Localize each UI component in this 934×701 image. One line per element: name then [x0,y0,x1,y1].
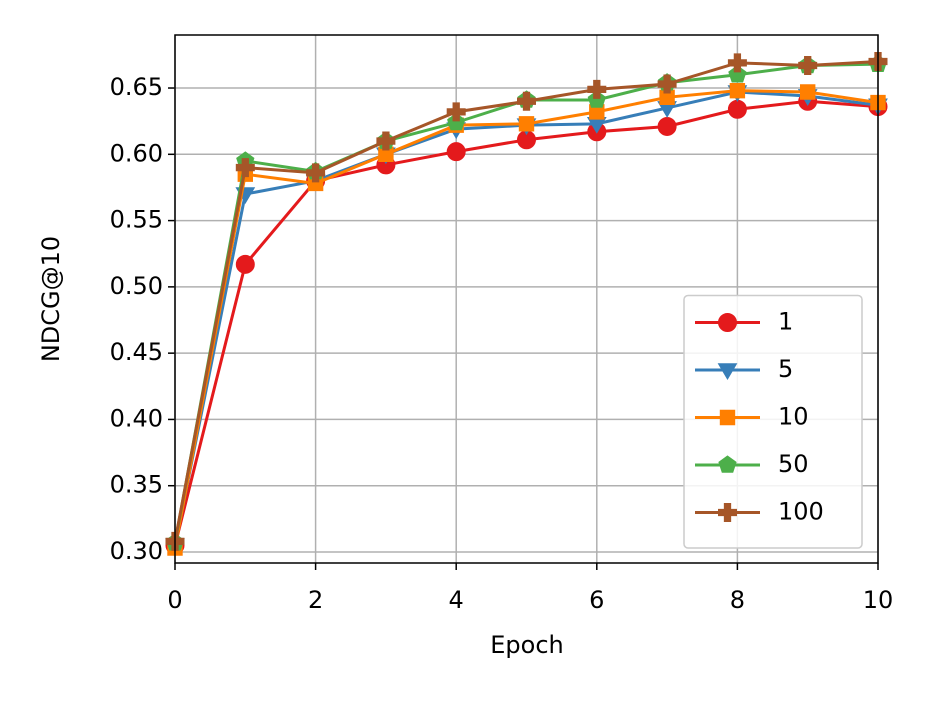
x-tick-label: 6 [589,586,604,614]
legend-marker [717,363,738,380]
legend-marker [718,503,737,522]
legend-marker [718,455,737,473]
marker [727,53,747,73]
marker [798,55,818,75]
y-tick-label: 0.45 [110,338,163,366]
x-axis-label: Epoch [490,631,564,659]
x-tick-label: 8 [730,586,745,614]
legend-label: 1 [778,308,793,336]
marker [446,142,466,162]
y-tick-label: 0.60 [110,139,163,167]
y-tick-label: 0.30 [110,537,163,565]
legend-label: 50 [778,450,809,478]
marker [447,112,466,131]
x-tick-label: 2 [308,586,323,614]
x-tick-label: 0 [167,586,182,614]
marker [727,99,747,119]
axes-frame [174,34,879,564]
marker [376,131,396,151]
legend-label: 5 [778,355,793,383]
marker [235,254,255,274]
marker [235,158,255,178]
marker [446,102,466,122]
y-axis-label: NDCG@10 [37,236,65,362]
y-tick-label: 0.50 [110,272,163,300]
y-tick-label: 0.65 [110,73,163,101]
legend-marker [718,313,737,332]
x-tick-label: 10 [863,586,894,614]
legend-label: 10 [778,403,809,431]
marker [518,116,535,132]
legend-label: 100 [778,498,824,526]
plot-area [165,52,888,556]
x-tick-label: 4 [449,586,464,614]
marker [800,84,816,100]
marker [728,65,747,83]
marker [657,74,677,94]
marker [306,163,326,183]
y-tick-label: 0.40 [110,404,163,432]
marker [657,116,677,136]
legend-box [683,294,863,549]
marker [729,82,746,99]
marker [587,79,607,99]
marker [587,90,606,108]
legend-marker [719,409,736,426]
marker [517,91,536,111]
y-tick-label: 0.55 [110,206,163,234]
y-tick-label: 0.35 [110,471,163,499]
